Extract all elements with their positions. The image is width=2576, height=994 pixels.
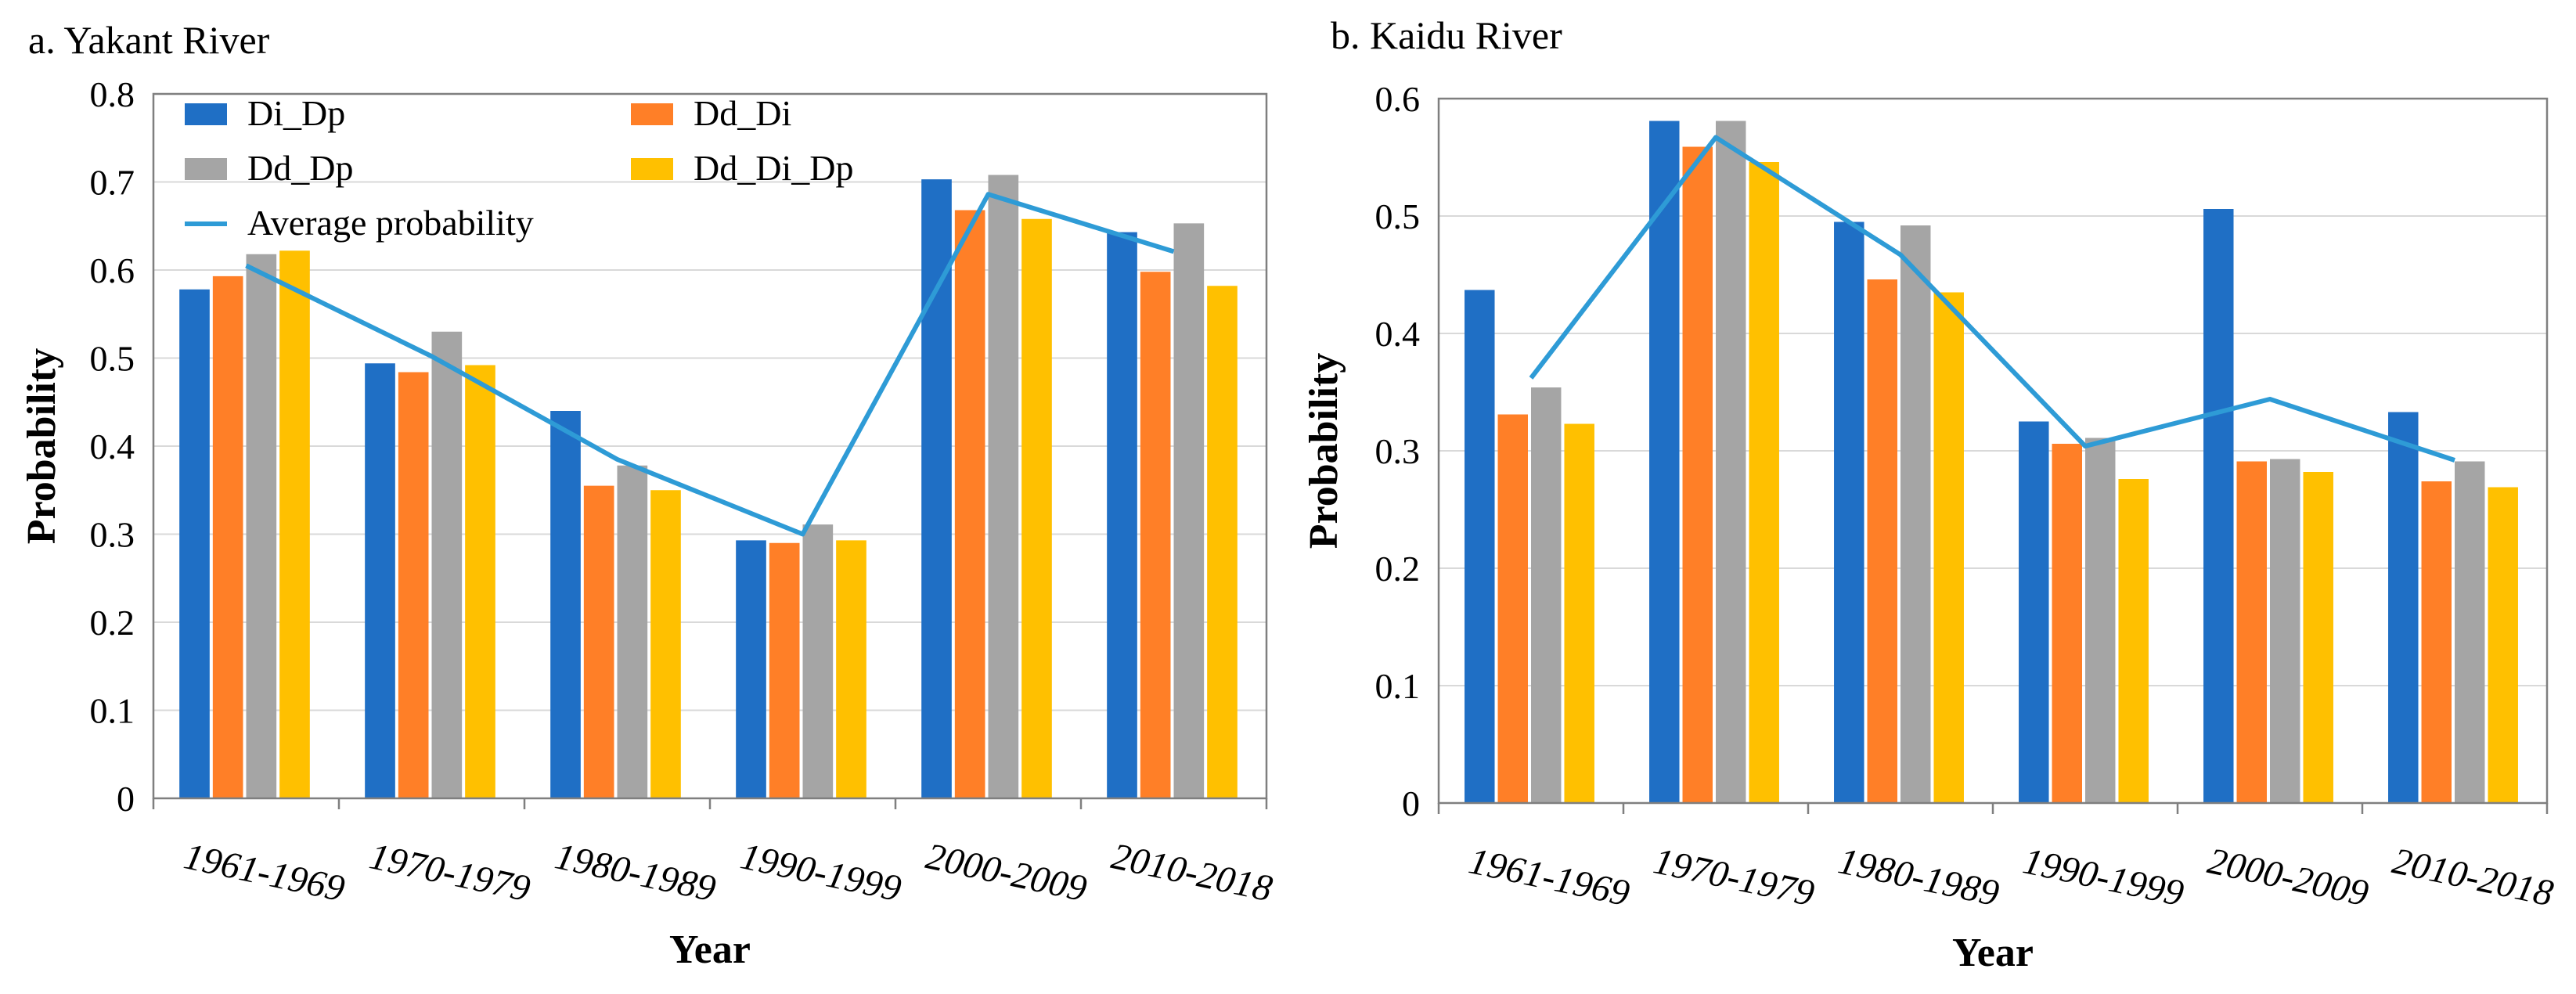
y-tick-label: 0.3 (90, 515, 135, 555)
bar-dd-di (1867, 279, 1897, 803)
y-axis-title: Probability (1302, 353, 1346, 549)
legend-swatch-di-dp (185, 103, 227, 125)
legend-swatch-dd-dp (185, 158, 227, 180)
bar-dd-di-dp (1933, 292, 1964, 803)
bar-dd-di-dp (279, 250, 310, 798)
legend-label: Di_Dp (247, 93, 345, 133)
bar-dd-di-dp (1021, 218, 1052, 798)
bar-dd-di (2421, 481, 2452, 803)
chart-kaidu-river: b. Kaidu River00.10.20.30.40.50.61961-19… (1302, 13, 2556, 975)
x-axis-title: Year (1952, 931, 2034, 975)
bar-dd-di-dp (650, 490, 681, 798)
y-axis-title: Probability (20, 348, 64, 544)
bar-dd-dp (802, 524, 834, 798)
bar-dd-dp (431, 331, 463, 798)
bar-di-dp (1107, 232, 1137, 798)
legend-label: Dd_Di_Dp (694, 148, 853, 188)
bar-dd-di-dp (465, 365, 495, 798)
bar-dd-di-dp (2488, 487, 2518, 803)
y-tick-label: 0.2 (90, 603, 135, 643)
bar-di-dp (736, 540, 766, 798)
bar-dd-dp (246, 254, 277, 798)
bar-di-dp (2019, 421, 2049, 803)
bar-dd-di (2236, 461, 2267, 803)
legend-swatch-dd-di-dp (631, 158, 673, 180)
bar-di-dp (1834, 221, 1864, 803)
bar-dd-dp (1173, 223, 1205, 798)
y-tick-label: 0.1 (90, 691, 135, 731)
legend-swatch-dd-di (631, 103, 673, 125)
y-tick-label: 0.6 (90, 250, 135, 290)
y-tick-label: 0.3 (1375, 431, 1421, 471)
bar-dd-di (398, 372, 429, 798)
chart-title: b. Kaidu River (1331, 13, 1562, 57)
bar-dd-di (1497, 414, 1528, 803)
x-axis-title: Year (669, 927, 751, 972)
bar-dd-dp (988, 175, 1019, 798)
legend-label: Dd_Di (694, 93, 791, 133)
bar-di-dp (550, 411, 581, 798)
y-tick-label: 0 (117, 779, 135, 819)
bar-di-dp (179, 289, 210, 798)
bar-dd-di (2052, 444, 2082, 803)
y-tick-label: 0.5 (90, 339, 135, 379)
bar-dd-dp (2085, 438, 2116, 803)
legend-label: Dd_Dp (247, 148, 353, 188)
y-tick-label: 0.7 (90, 163, 135, 203)
average-probability-line (245, 192, 1175, 537)
bar-dd-di (769, 542, 800, 798)
bar-dd-dp (1531, 387, 1562, 803)
bar-di-dp (921, 179, 952, 798)
bar-dd-di-dp (1207, 286, 1238, 798)
bar-dd-dp (1716, 121, 1746, 803)
bar-di-dp (2388, 412, 2419, 803)
bar-dd-di-dp (1749, 162, 1779, 803)
bar-dd-dp (1900, 225, 1931, 803)
bar-dd-dp (617, 465, 648, 798)
average-probability-line (1529, 135, 2455, 463)
bar-dd-di (1682, 146, 1713, 803)
bar-dd-di (583, 485, 614, 798)
bar-dd-di-dp (2303, 472, 2333, 803)
y-tick-label: 0.6 (1375, 79, 1421, 119)
y-tick-label: 0.5 (1375, 196, 1421, 236)
chart-title: a. Yakant River (28, 18, 270, 62)
y-tick-label: 0.4 (1375, 314, 1421, 354)
bar-dd-di-dp (1564, 423, 1594, 803)
y-tick-label: 0.1 (1375, 666, 1421, 706)
bar-di-dp (1649, 121, 1680, 803)
bar-di-dp (1465, 290, 1495, 803)
bar-di-dp (2203, 209, 2234, 803)
legend-label: Average probability (247, 203, 534, 243)
bar-dd-dp (2270, 459, 2300, 803)
bar-di-dp (365, 363, 395, 798)
y-tick-label: 0.4 (90, 427, 135, 466)
bar-dd-di (212, 276, 243, 798)
bar-dd-dp (2455, 461, 2485, 803)
bar-dd-di (1140, 272, 1171, 798)
bar-dd-di-dp (2118, 479, 2149, 803)
y-tick-label: 0.8 (90, 74, 135, 114)
y-tick-label: 0 (1402, 783, 1420, 823)
bar-dd-di (954, 210, 985, 798)
y-tick-label: 0.2 (1375, 549, 1421, 589)
bar-dd-di-dp (836, 540, 866, 798)
